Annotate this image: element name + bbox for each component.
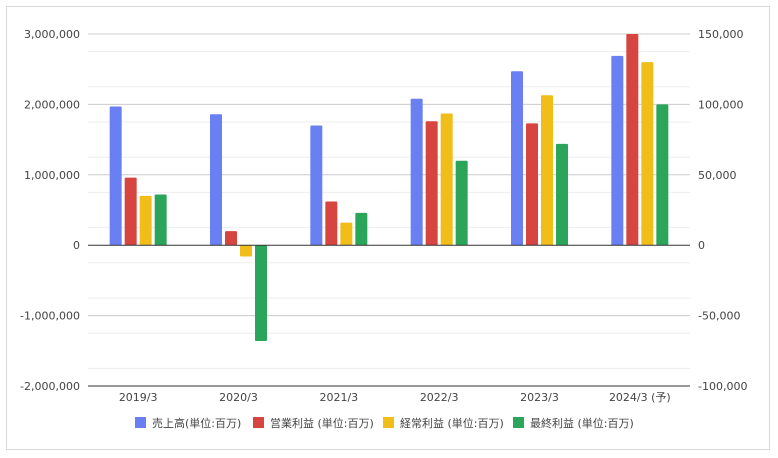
y-right-tick-label: -100,000 — [698, 380, 747, 393]
x-tick-label: 2023/3 — [520, 391, 559, 404]
bar — [556, 143, 568, 246]
legend-label: 営業利益 (単位:百万) — [270, 416, 374, 430]
legend-swatch — [513, 417, 524, 428]
y-right-tick-label: -50,000 — [698, 310, 740, 323]
bar — [225, 231, 237, 246]
bar — [541, 95, 553, 246]
y-right-tick-label: 0 — [698, 239, 705, 252]
x-tick-label: 2020/3 — [219, 391, 258, 404]
bar — [511, 71, 523, 246]
bar — [440, 113, 453, 246]
y-left-tick-label: 2,000,000 — [24, 98, 80, 111]
bar — [656, 104, 669, 246]
y-left-tick-label: 1,000,000 — [24, 169, 80, 182]
bar — [210, 114, 222, 246]
bar — [611, 55, 624, 246]
bar — [255, 245, 267, 341]
legend-label: 経常利益 (単位:百万) — [400, 416, 504, 430]
x-tick-label: 2019/3 — [119, 391, 158, 404]
bar — [455, 160, 468, 246]
bar — [626, 34, 639, 246]
legend-swatch — [383, 417, 394, 428]
bar — [240, 245, 252, 257]
bar — [410, 98, 423, 246]
legend-label: 売上高(単位:百万) — [152, 416, 241, 430]
bar — [124, 177, 137, 246]
bar — [154, 194, 167, 246]
bar — [641, 62, 654, 246]
legend-swatch — [135, 417, 146, 428]
bar — [139, 195, 152, 246]
bar — [355, 212, 368, 246]
x-tick-label: 2024/3 (予) — [609, 391, 671, 404]
y-right-tick-label: 50,000 — [698, 169, 737, 182]
y-right-tick-label: 100,000 — [698, 98, 744, 111]
x-tick-label: 2022/3 — [420, 391, 459, 404]
x-tick-label: 2021/3 — [319, 391, 358, 404]
y-left-tick-label: -2,000,000 — [20, 380, 80, 393]
legend-label: 最終利益 (単位:百万) — [530, 416, 634, 430]
bar — [526, 123, 538, 246]
bar — [325, 201, 338, 246]
bar — [310, 125, 323, 246]
bar — [340, 222, 353, 246]
y-left-tick-label: -1,000,000 — [20, 310, 80, 323]
y-left-tick-label: 3,000,000 — [24, 28, 80, 41]
y-left-tick-label: 0 — [73, 239, 80, 252]
legend-swatch — [253, 417, 264, 428]
bar — [109, 106, 122, 246]
y-right-tick-label: 150,000 — [698, 28, 744, 41]
bar — [425, 121, 438, 246]
